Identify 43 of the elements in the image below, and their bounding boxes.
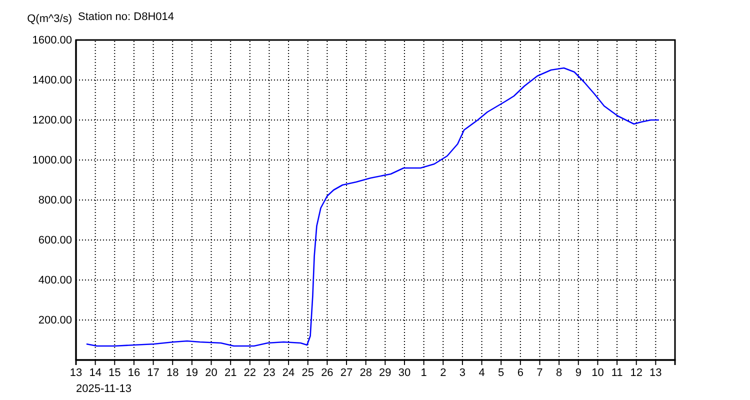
- text: 2025-11-13: [76, 383, 132, 395]
- x-tick-label: 20: [205, 366, 218, 379]
- x-tick-label: 23: [263, 366, 276, 379]
- x-tick-label: 10: [592, 366, 604, 379]
- y-tick-label: 600.00: [38, 234, 72, 247]
- y-axis-title: Q(m^3/s): [27, 13, 72, 25]
- x-tick-label: 27: [340, 366, 353, 379]
- x-tick-label: 12: [630, 366, 642, 379]
- x-tick-label: 1: [420, 366, 427, 379]
- x-tick-label: 29: [379, 366, 392, 379]
- x-tick-label: 18: [166, 366, 179, 379]
- x-tick-label: 25: [302, 366, 314, 379]
- line-series: [86, 67, 660, 347]
- y-tick-label: 1200.00: [32, 114, 72, 127]
- y-tick-label: 1000.00: [32, 154, 72, 167]
- y-tick-label: 200.00: [38, 314, 72, 327]
- x-tick-label: 19: [186, 366, 198, 379]
- x-tick-label: 24: [282, 366, 295, 379]
- x-tick-label: 22: [244, 366, 256, 379]
- x-tick-label: 21: [224, 366, 237, 379]
- x-tick-label: 3: [459, 366, 466, 379]
- x-tick-label: 7: [536, 366, 543, 379]
- x-tick-label: 2: [440, 366, 446, 379]
- x-tick-label: 13: [70, 366, 82, 379]
- x-tick-label: 28: [360, 366, 372, 379]
- x-tick-label: 14: [89, 366, 102, 379]
- chart-title: Station no: D8H014: [78, 11, 174, 23]
- x-tick-label: 17: [147, 366, 160, 379]
- x-tick-label: 30: [398, 366, 411, 379]
- x-tick-label: 6: [517, 366, 524, 379]
- y-tick-label: 400.00: [38, 274, 72, 287]
- x-tick-label: 16: [128, 366, 140, 379]
- y-tick-label: 1600.00: [32, 34, 72, 47]
- y-tick-label: 1400.00: [32, 74, 72, 87]
- x-tick-label: 9: [575, 366, 582, 379]
- x-tick-label: 4: [478, 366, 485, 379]
- y-tick-label: 800.00: [38, 194, 72, 207]
- x-tick-label: 11: [611, 366, 623, 379]
- x-tick-label: 13: [650, 366, 662, 379]
- x-tick-label: 8: [556, 366, 562, 379]
- x-tick-label: 5: [498, 366, 504, 379]
- x-tick-label: 15: [108, 366, 121, 379]
- x-tick-label: 26: [321, 366, 334, 379]
